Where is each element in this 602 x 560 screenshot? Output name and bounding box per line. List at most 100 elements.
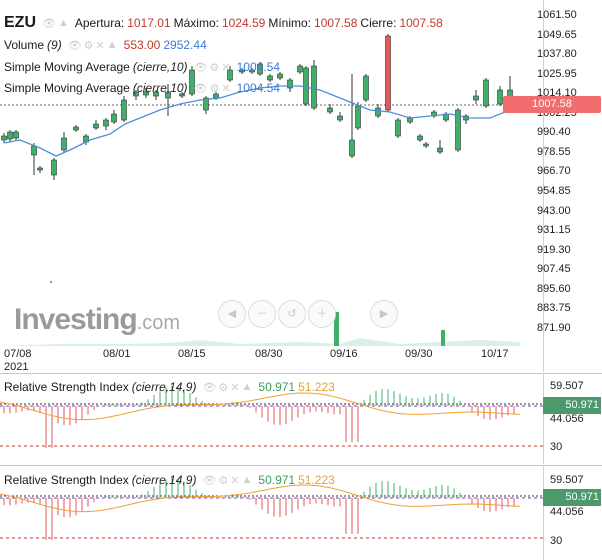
volume-label: Volume bbox=[4, 38, 45, 52]
candle-body bbox=[1, 135, 7, 141]
eye-icon[interactable]: 👁 bbox=[193, 82, 208, 95]
candle-body bbox=[13, 131, 19, 139]
gear-icon[interactable]: ⚙ bbox=[209, 82, 220, 95]
candle-body bbox=[239, 69, 245, 73]
candle-body bbox=[375, 107, 381, 117]
up-icon[interactable]: ▲ bbox=[241, 473, 253, 486]
candle-body bbox=[395, 119, 401, 137]
low-label: Mínimo: bbox=[268, 16, 312, 30]
candle-body bbox=[349, 139, 355, 157]
close-icon[interactable]: ✕ bbox=[95, 39, 105, 52]
candle-body bbox=[303, 67, 309, 105]
rsi1-frame bbox=[0, 374, 544, 464]
gear-icon[interactable]: ⚙ bbox=[218, 381, 229, 394]
date-axis-tick: 09/30 bbox=[405, 348, 433, 360]
sma1-value: 1004.54 bbox=[236, 60, 280, 74]
price-axis-tick: 883.75 bbox=[537, 302, 571, 315]
candle-body bbox=[37, 167, 43, 171]
volume-value-2: 2952.44 bbox=[163, 38, 207, 52]
sma2-controls: 👁 ⚙ ✕ bbox=[194, 82, 231, 95]
rsi2-value-1: 50.971 bbox=[258, 473, 296, 487]
candle-body bbox=[455, 109, 461, 151]
zoom-in-button[interactable]: ＋ bbox=[308, 300, 336, 328]
close-icon[interactable]: ✕ bbox=[221, 82, 231, 95]
eye-icon[interactable]: 👁 bbox=[202, 381, 217, 394]
sma-line bbox=[3, 85, 511, 157]
close-icon[interactable]: ✕ bbox=[221, 61, 231, 74]
rsi2-controls: 👁 ⚙ ✕ ▲ bbox=[202, 474, 252, 487]
candle-body bbox=[385, 35, 391, 111]
volume-value-1: 553.00 bbox=[123, 38, 161, 52]
volume-controls: 👁 ⚙ ✕ ▲ bbox=[68, 39, 118, 52]
rsi1-controls: 👁 ⚙ ✕ ▲ bbox=[202, 381, 252, 394]
candle-body bbox=[257, 63, 263, 75]
zoom-reset-button[interactable]: ↺ bbox=[278, 300, 306, 328]
up-icon[interactable]: ▲ bbox=[106, 38, 118, 51]
candle-body bbox=[311, 65, 317, 109]
close-icon[interactable]: ✕ bbox=[230, 474, 240, 487]
gear-icon[interactable]: ⚙ bbox=[83, 39, 94, 52]
candle-body bbox=[153, 91, 159, 97]
open-value: 1017.01 bbox=[127, 16, 171, 30]
price-axis-tick: 895.60 bbox=[537, 282, 571, 295]
date-axis-tick: 08/01 bbox=[103, 348, 131, 360]
symbol-controls: 👁 ▲ bbox=[42, 17, 69, 30]
zoom-out-button[interactable]: － bbox=[248, 300, 276, 328]
gear-icon[interactable]: ⚙ bbox=[209, 61, 220, 74]
price-axis-tick: 943.00 bbox=[537, 204, 571, 217]
up-icon[interactable]: ▲ bbox=[57, 16, 69, 29]
candle-body bbox=[179, 93, 185, 97]
candle-body bbox=[287, 79, 293, 89]
rsi2-legend: Relative Strength Index (cierre,14,9) 👁 ⚙… bbox=[4, 473, 335, 487]
close-icon[interactable]: ✕ bbox=[230, 381, 240, 394]
eye-icon[interactable]: 👁 bbox=[193, 61, 208, 74]
volume-area bbox=[0, 338, 520, 346]
date-axis-tick: 08/30 bbox=[255, 348, 283, 360]
candle-body bbox=[497, 89, 503, 105]
rsi1-value-tag: 50.971 bbox=[543, 397, 601, 414]
candle-body bbox=[133, 91, 139, 97]
price-axis-tick: 954.85 bbox=[537, 184, 571, 197]
price-axis-tick: 1061.50 bbox=[537, 9, 577, 21]
candle-body bbox=[73, 126, 79, 131]
open-label: Apertura: bbox=[74, 16, 125, 30]
price-axis-tick: 919.30 bbox=[537, 243, 571, 256]
price-axis-tick: 931.15 bbox=[537, 224, 571, 237]
price-axis-tick: 1037.80 bbox=[537, 48, 577, 61]
sma1-param: (cierre,10) bbox=[132, 60, 188, 74]
rsi1-param: (cierre,14,9) bbox=[131, 380, 197, 394]
candle-body bbox=[121, 99, 127, 121]
symbol-title: EZU bbox=[4, 14, 36, 31]
candle-body bbox=[7, 131, 13, 140]
rsi1-divider bbox=[0, 373, 602, 374]
date-axis-tick: 10/17 bbox=[481, 348, 509, 360]
volume-spike bbox=[334, 312, 339, 346]
gear-icon[interactable]: ⚙ bbox=[218, 474, 229, 487]
rsi1-axis-mid: 44.056 bbox=[550, 413, 584, 425]
ohlc-legend: EZU 👁 ▲ Apertura: 1017.01 Máximo: 1024.59… bbox=[4, 14, 443, 32]
rsi2-param: (cierre,14,9) bbox=[131, 473, 197, 487]
candle-body bbox=[297, 65, 303, 73]
eye-icon[interactable]: 👁 bbox=[67, 39, 82, 52]
up-icon[interactable]: ▲ bbox=[241, 380, 253, 393]
scroll-left-button[interactable]: ◀ bbox=[218, 300, 246, 328]
rsi1-legend: Relative Strength Index (cierre,14,9) 👁 ⚙… bbox=[4, 380, 335, 394]
scroll-right-button[interactable]: ▶ bbox=[370, 300, 398, 328]
rsi1-chart[interactable] bbox=[0, 374, 543, 464]
candle-body bbox=[165, 91, 171, 99]
rsi2-frame bbox=[0, 466, 544, 560]
candle-body bbox=[267, 75, 273, 81]
eye-icon[interactable]: 👁 bbox=[42, 17, 56, 30]
eye-icon[interactable]: 👁 bbox=[202, 474, 217, 487]
rsi1-label: Relative Strength Index bbox=[4, 380, 129, 394]
high-label: Máximo: bbox=[173, 16, 219, 30]
rsi2-chart[interactable] bbox=[0, 466, 543, 560]
volume-param: (9) bbox=[47, 38, 62, 52]
candle-body bbox=[327, 107, 333, 113]
date-axis-tick: 08/15 bbox=[178, 348, 206, 360]
candle-body bbox=[103, 119, 109, 127]
main-chart[interactable] bbox=[0, 0, 543, 372]
candle-body bbox=[437, 147, 443, 153]
candle-body bbox=[189, 69, 195, 95]
candle-body bbox=[249, 69, 255, 73]
